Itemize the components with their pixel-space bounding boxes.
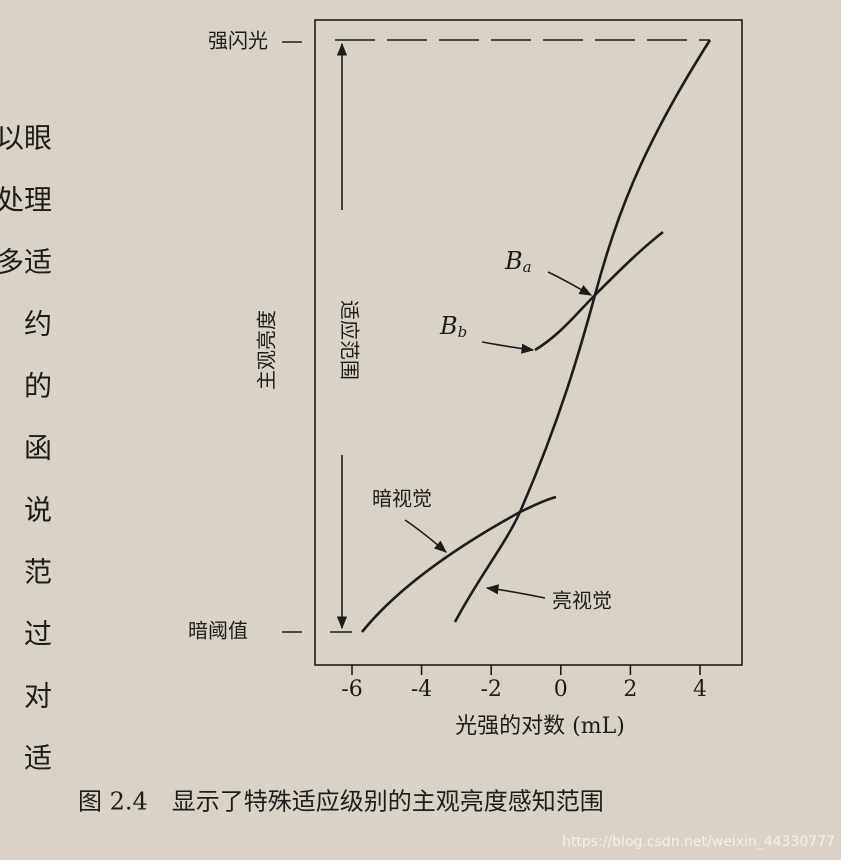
ba-pointer: [547, 271, 593, 296]
photopic-label: 亮视觉: [552, 589, 612, 613]
x-axis-label: 光强的对数 (mL): [455, 714, 625, 739]
scotopic-label: 暗视觉: [372, 487, 432, 511]
curve-bb: [534, 230, 664, 352]
ba-label: Ba: [504, 247, 532, 277]
range-label: 适应范围: [338, 300, 362, 380]
bottom-label: 暗阈值: [188, 619, 248, 643]
margin-text-line: 对: [24, 680, 52, 713]
x-tick-label: 2: [623, 677, 637, 702]
y-axis-label: 主观亮度: [255, 310, 279, 390]
caption: 图 2.4 显示了特殊适应级别的主观亮度感知范围: [78, 788, 604, 816]
x-tick-label: 0: [554, 677, 568, 702]
margin-text-line: 范: [24, 556, 52, 589]
plot-frame: [314, 19, 743, 666]
x-tick-label: -2: [480, 677, 501, 702]
scotopic-curve: [360, 495, 557, 633]
bb-pointer: [481, 341, 535, 354]
margin-text-line: 过: [24, 618, 52, 651]
margin-text-line: 适: [24, 742, 52, 775]
scotopic-pointer: [404, 519, 447, 553]
top-label: 强闪光: [208, 29, 268, 53]
margin-text-line: 的: [24, 370, 52, 403]
x-tick-label: 4: [693, 677, 707, 702]
margin-text-line: 约: [24, 308, 52, 341]
photopic-curve: [453, 39, 712, 623]
x-tick-label: -4: [411, 677, 432, 702]
x-axis: -6 -4 -2 0 2 4: [341, 665, 707, 702]
watermark: https://blog.csdn.net/weixin_44330777: [562, 834, 835, 850]
margin-text-line: 函: [24, 432, 52, 465]
margin-text-line: 处理: [0, 184, 52, 217]
bb-label: Bb: [439, 312, 467, 342]
margin-text-line: 以眼: [0, 122, 52, 155]
margin-text-line: 说: [24, 494, 52, 527]
photopic-pointer: [485, 584, 546, 599]
x-tick-label: -6: [341, 677, 362, 702]
margin-text-line: 多适: [0, 246, 52, 279]
